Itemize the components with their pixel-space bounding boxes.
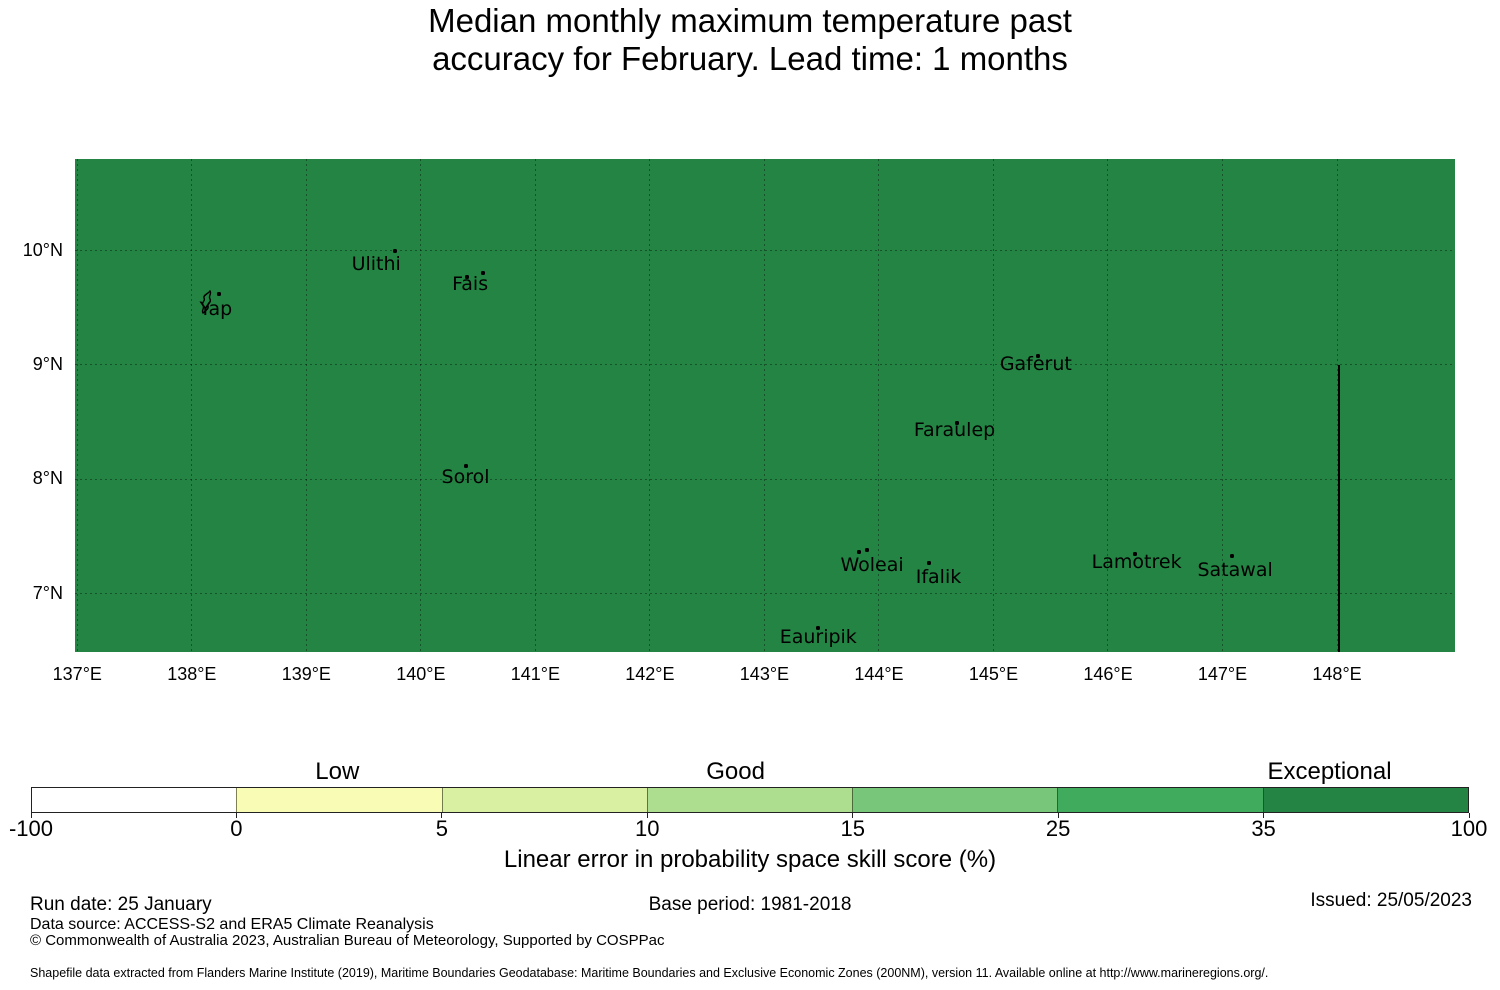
island-marker xyxy=(1229,553,1234,558)
colorbar-segment xyxy=(236,788,442,812)
y-tick-label: 7°N xyxy=(32,582,63,603)
island-marker xyxy=(816,625,821,630)
colorbar-tick-label: 100 xyxy=(1450,816,1488,841)
gridline-longitude xyxy=(305,159,307,652)
colorbar-segment xyxy=(441,788,647,812)
island-marker xyxy=(217,291,222,296)
x-tick-label: 138°E xyxy=(167,664,217,684)
island-label: Woleai xyxy=(840,554,904,577)
colorbar-segment xyxy=(852,788,1058,812)
gridline-longitude xyxy=(76,159,78,652)
colorbar-segment xyxy=(32,788,237,812)
gridline-longitude xyxy=(191,159,193,652)
island-label: Eauripik xyxy=(779,626,857,649)
colorbar-category-label: Exceptional xyxy=(1267,758,1392,785)
island-label: Gaferut xyxy=(999,352,1072,375)
gridline-latitude xyxy=(75,250,1455,251)
colorbar-tick-label: 15 xyxy=(840,816,865,841)
island-label: Ifalik xyxy=(915,565,962,588)
colorbar-tick-label: 10 xyxy=(635,816,660,841)
colorbar-segment xyxy=(646,788,853,812)
island-label: Fais xyxy=(452,272,489,295)
island-marker xyxy=(463,463,468,468)
footer-shapefile-note: Shapefile data extracted from Flanders M… xyxy=(30,966,1269,980)
island-marker xyxy=(1036,353,1041,358)
colorbar xyxy=(31,787,1469,813)
x-tick-label: 141°E xyxy=(510,664,560,684)
gridline-longitude xyxy=(1222,159,1224,652)
footer-base-period: Base period: 1981-2018 xyxy=(648,894,852,915)
gridline-latitude xyxy=(75,364,1455,366)
colorbar-category-label: Good xyxy=(706,758,765,785)
map-plot-area: Yap Ulithi Fais Sorol Gaferut Faraulep Woleai I… xyxy=(75,159,1455,652)
gridline-longitude xyxy=(763,159,765,652)
island-label: Sorol xyxy=(441,465,490,488)
x-tick-label: 139°E xyxy=(281,664,331,684)
gridline-longitude xyxy=(1107,159,1109,652)
island-marker xyxy=(857,550,862,555)
island-label: Lamotrek xyxy=(1091,550,1182,573)
figure-title: Median monthly maximum temperature past … xyxy=(0,2,1500,78)
footer-run-date: Run date: 25 January xyxy=(30,894,212,915)
colorbar-tick-mark xyxy=(646,813,648,818)
gridline-latitude xyxy=(75,593,1455,595)
x-tick-label: 146°E xyxy=(1083,664,1133,684)
x-tick-label: 144°E xyxy=(854,664,904,684)
footer-copyright: © Commonwealth of Australia 2023, Austra… xyxy=(30,932,665,949)
island-label: Ulithi xyxy=(351,253,401,276)
eez-boundary-line xyxy=(1338,364,1341,652)
island-label: Satawal xyxy=(1197,558,1273,581)
gridline-longitude xyxy=(992,159,994,652)
gridline-longitude xyxy=(1336,159,1338,652)
colorbar-category-label: Low xyxy=(315,758,360,785)
y-tick-label: 10°N xyxy=(22,239,63,260)
island-marker xyxy=(464,274,469,279)
colorbar-tick-label: 35 xyxy=(1251,816,1276,841)
y-tick-label: 9°N xyxy=(32,353,63,374)
x-tick-label: 148°E xyxy=(1312,664,1362,684)
colorbar-tick-label: -100 xyxy=(8,816,54,841)
gridline-longitude xyxy=(534,159,536,652)
island-marker xyxy=(480,271,485,276)
x-tick-label: 137°E xyxy=(52,664,102,684)
colorbar-tick-mark xyxy=(1263,813,1265,818)
figure-title-line2: accuracy for February. Lead time: 1 mont… xyxy=(432,40,1068,77)
island-outline-path xyxy=(201,289,211,314)
island-marker xyxy=(954,421,959,426)
figure-title-line1: Median monthly maximum temperature past xyxy=(428,2,1072,39)
x-tick-label: 140°E xyxy=(396,664,446,684)
colorbar-tick-mark xyxy=(441,813,443,818)
gridline-longitude xyxy=(649,159,651,652)
colorbar-axis-label: Linear error in probability space skill … xyxy=(503,846,997,873)
colorbar-tick-label: 25 xyxy=(1045,816,1071,841)
island-marker xyxy=(1133,551,1138,556)
colorbar-tick-label: 0 xyxy=(230,816,243,841)
y-tick-label: 8°N xyxy=(32,468,63,489)
island-marker xyxy=(392,248,397,253)
footer-issued: Issued: 25/05/2023 xyxy=(1310,890,1472,911)
island-label: Faraulep xyxy=(913,419,996,442)
colorbar-tick-mark xyxy=(30,813,32,818)
colorbar-tick-mark xyxy=(852,813,854,818)
colorbar-tick-mark xyxy=(235,813,237,818)
island-label: Yap xyxy=(199,297,233,320)
colorbar-tick-mark xyxy=(1468,813,1470,818)
x-tick-label: 147°E xyxy=(1197,664,1248,684)
island-marker xyxy=(865,548,870,553)
footer-data-source: Data source: ACCESS-S2 and ERA5 Climate … xyxy=(30,916,434,933)
gridline-longitude xyxy=(420,159,422,652)
gridline-longitude xyxy=(878,159,880,652)
colorbar-segment xyxy=(1057,788,1263,812)
x-tick-label: 143°E xyxy=(739,664,790,684)
island-outline-yap xyxy=(197,289,217,314)
x-tick-label: 145°E xyxy=(968,664,1019,684)
x-tick-label: 142°E xyxy=(625,664,675,684)
colorbar-tick-label: 5 xyxy=(435,816,448,841)
colorbar-tick-mark xyxy=(1057,813,1059,818)
gridline-latitude xyxy=(75,478,1455,480)
colorbar-segment xyxy=(1262,788,1468,812)
island-marker xyxy=(927,560,932,565)
